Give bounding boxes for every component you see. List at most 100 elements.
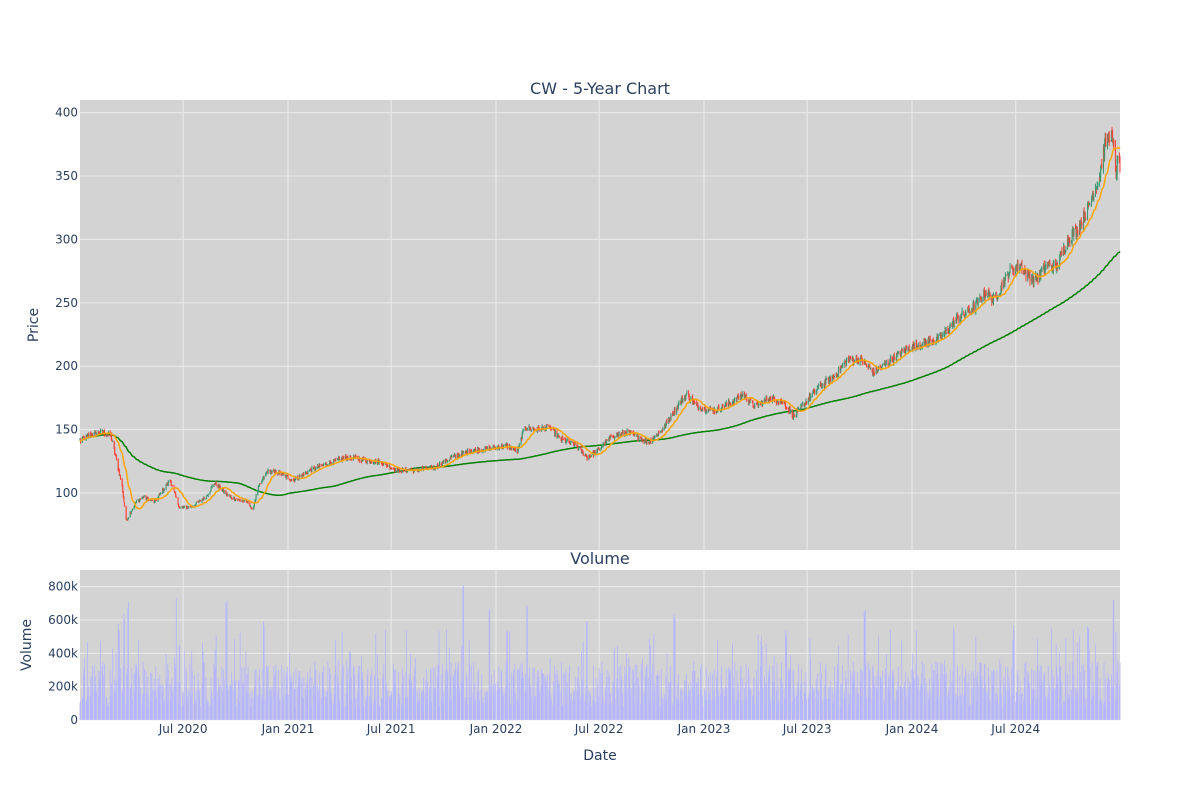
candle-body: [856, 360, 858, 364]
volume-bar: [1056, 667, 1058, 720]
candle-body: [501, 444, 503, 448]
candle-body: [537, 426, 539, 430]
volume-bar: [321, 698, 323, 720]
volume-bar: [626, 687, 628, 720]
volume-bar: [1048, 692, 1050, 720]
candle-body: [924, 339, 926, 341]
candle-body: [917, 344, 919, 349]
candle-body: [231, 497, 233, 499]
candle-body: [573, 443, 575, 445]
volume-bar: [839, 706, 841, 720]
volume-bar: [259, 685, 261, 720]
candle-body: [218, 484, 220, 488]
candle-body: [339, 458, 341, 460]
volume-bar: [573, 690, 575, 720]
volume-bar: [291, 677, 292, 720]
volume-bar: [809, 638, 811, 720]
volume-bar: [985, 683, 986, 720]
candle-body: [907, 347, 909, 350]
candle-body: [729, 403, 731, 405]
candle-body: [250, 506, 252, 509]
candle-body: [229, 496, 231, 498]
candle-body: [769, 399, 771, 402]
volume-bar: [664, 694, 666, 720]
candle-body: [285, 475, 287, 478]
volume-bar: [729, 669, 731, 720]
volume-bar: [884, 667, 886, 720]
volume-bar: [365, 702, 366, 720]
volume-bar: [358, 666, 360, 720]
candle-body: [1000, 288, 1002, 292]
candle-body: [1009, 266, 1011, 272]
volume-bar: [872, 665, 874, 720]
volume-bar: [410, 653, 411, 720]
volume-bar: [822, 700, 823, 720]
volume-bar: [697, 684, 699, 720]
candle-body: [961, 310, 963, 314]
candle-body: [293, 479, 295, 482]
volume-bar: [138, 639, 140, 720]
candle-body: [705, 411, 707, 413]
candle-body: [98, 431, 100, 434]
candle-body: [452, 456, 454, 457]
candle-body: [355, 456, 357, 458]
volume-bar: [253, 687, 255, 720]
volume-bar: [369, 701, 371, 720]
candle-body: [202, 499, 204, 501]
volume-bar: [275, 670, 276, 720]
candle-body: [151, 499, 153, 502]
price-y-tick-label: 250: [55, 296, 78, 310]
candle-body: [1007, 273, 1009, 275]
candle-body: [489, 447, 491, 449]
volume-bar: [915, 663, 917, 720]
volume-bar: [399, 695, 401, 720]
volume-bar: [780, 702, 782, 720]
candle-body: [246, 501, 248, 503]
candle-body: [251, 507, 253, 509]
volume-bar: [257, 695, 259, 720]
candle-body: [1032, 275, 1034, 284]
volume-bar: [867, 696, 869, 720]
candle-body: [644, 438, 646, 443]
volume-bar: [234, 638, 235, 720]
volume-bar: [677, 674, 679, 720]
candle-body: [390, 468, 392, 469]
volume-bar: [1031, 668, 1033, 720]
candle-body: [900, 354, 902, 357]
candle-body: [458, 454, 460, 456]
candle-body: [565, 439, 567, 443]
volume-bar: [1077, 690, 1079, 720]
candle-body: [1025, 270, 1027, 279]
volume-bar: [963, 696, 965, 720]
candle-body: [971, 309, 973, 313]
candle-body: [1033, 277, 1035, 284]
volume-bar: [314, 662, 316, 720]
candle-body: [394, 470, 396, 472]
volume-bar: [762, 687, 764, 720]
candle-body: [885, 361, 887, 363]
volume-bar: [485, 690, 487, 720]
candle-body: [712, 409, 714, 412]
volume-bar: [1047, 665, 1049, 720]
volume-bar: [472, 692, 474, 720]
candle-body: [197, 501, 199, 503]
candle-body: [223, 489, 225, 493]
price-y-tick-label: 100: [55, 486, 78, 500]
volume-bar: [206, 702, 207, 720]
volume-bar: [512, 675, 514, 720]
candle-body: [967, 306, 969, 309]
volume-bar: [729, 672, 731, 720]
volume-bar: [317, 689, 319, 720]
candle-body: [1004, 274, 1006, 278]
candle-body: [463, 451, 465, 453]
candle-body: [493, 445, 495, 447]
volume-bar: [291, 681, 293, 720]
candle-body: [488, 446, 490, 451]
volume-bar: [123, 614, 125, 720]
volume-bar: [680, 689, 682, 720]
candle-body: [960, 316, 962, 320]
volume-bar: [243, 685, 244, 720]
candle-body: [372, 462, 374, 464]
candle-body: [851, 358, 853, 361]
volume-bar: [668, 688, 670, 720]
